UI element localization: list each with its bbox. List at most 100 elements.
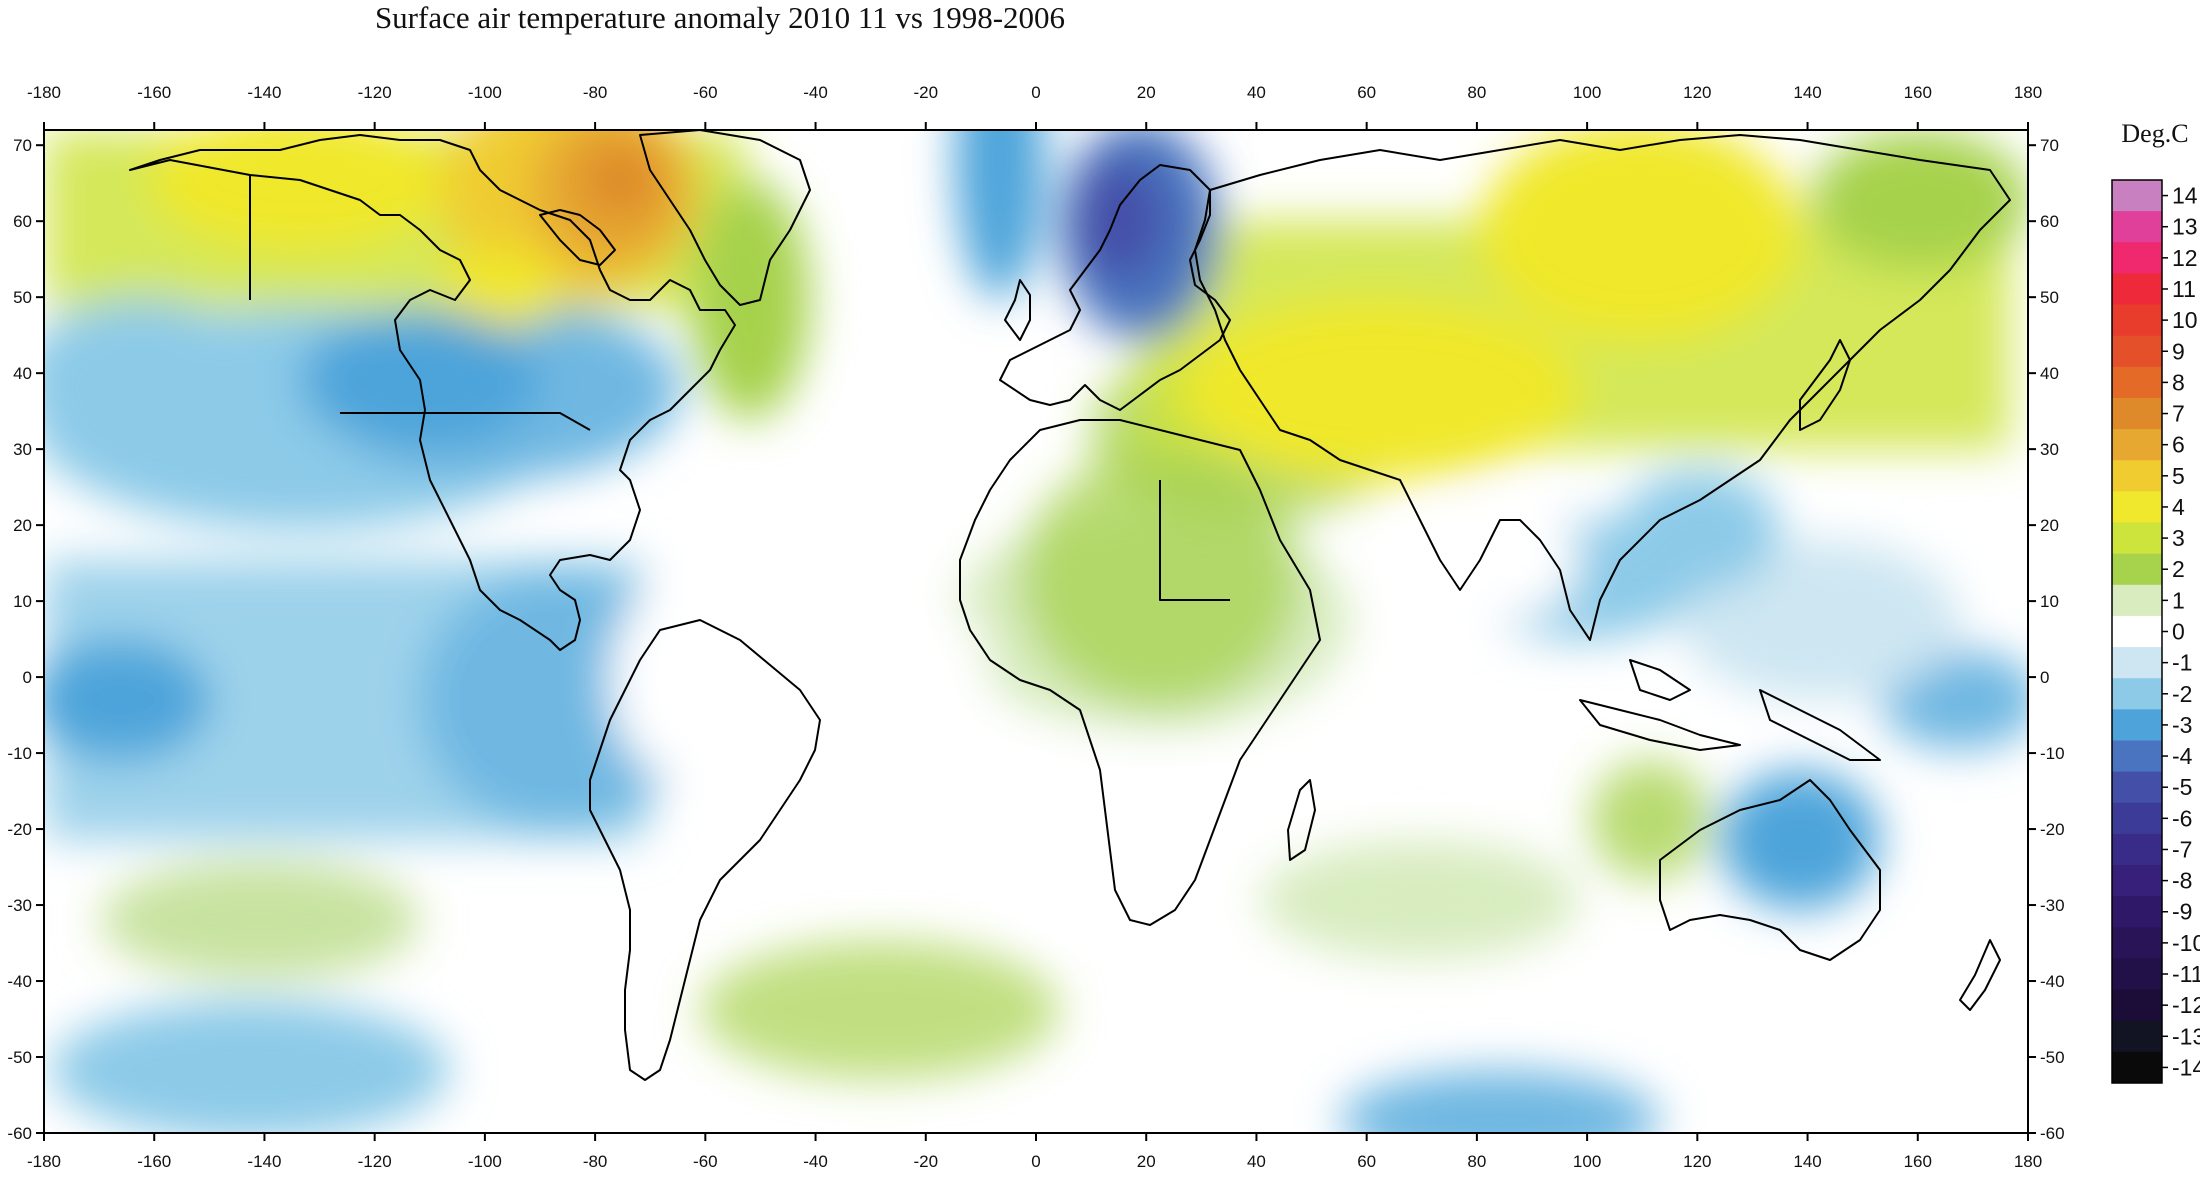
lat-tick-label-right: 70	[2040, 136, 2059, 155]
colorbar-label: 11	[2172, 276, 2196, 302]
lon-tick-label-top: -20	[913, 83, 938, 102]
coastlines	[129, 130, 2011, 1081]
colorbar-label: -8	[2172, 868, 2192, 894]
lat-tick-label-right: -60	[2040, 1124, 2065, 1143]
lon-tick-label-bottom: 100	[1573, 1152, 1601, 1171]
lon-tick-label-bottom: 0	[1031, 1152, 1040, 1171]
colorbar-label: -5	[2172, 774, 2192, 800]
lon-tick-label-top: 0	[1031, 83, 1040, 102]
lat-tick-label-left: -10	[7, 744, 32, 763]
lon-tick-label-top: -100	[468, 83, 502, 102]
colorbar-label: 2	[2172, 556, 2185, 582]
africa-outline	[959, 419, 1321, 926]
europe-outline	[999, 164, 1231, 411]
colorbar-label: -3	[2172, 712, 2192, 738]
colorbar-label: 6	[2172, 432, 2185, 458]
lat-tick-label-right: -10	[2040, 744, 2065, 763]
lon-tick-label-top: -80	[583, 83, 608, 102]
colorbar-swatch	[2112, 180, 2162, 212]
colorbar-swatch	[2112, 740, 2162, 773]
lat-tick-label-left: 70	[13, 136, 32, 155]
colorbar-swatch	[2112, 397, 2162, 430]
colorbar-swatch	[2112, 865, 2162, 897]
lon-tick-label-bottom: 140	[1793, 1152, 1821, 1171]
colorbar-swatch	[2112, 584, 2162, 617]
colorbar-label: 4	[2172, 494, 2185, 520]
lat-tick-label-left: 30	[13, 440, 32, 459]
colorbar-swatch	[2112, 429, 2162, 461]
colorbar-swatch	[2112, 304, 2162, 337]
lon-tick-label-bottom: 80	[1467, 1152, 1486, 1171]
lon-tick-label-top: -120	[358, 83, 392, 102]
colorbar-label: 9	[2172, 338, 2185, 364]
colorbar-label: -14	[2172, 1054, 2200, 1080]
indonesia-outline	[1579, 659, 1881, 761]
colorbar-swatch	[2112, 927, 2162, 959]
lon-tick-label-top: 160	[1904, 83, 1932, 102]
lon-tick-label-bottom: -120	[358, 1152, 392, 1171]
colorbar-label: -12	[2172, 992, 2200, 1018]
greenland-outline	[639, 130, 811, 306]
lon-tick-label-bottom: -140	[247, 1152, 281, 1171]
lon-tick-label-top: 20	[1137, 83, 1156, 102]
us-canada-border	[340, 412, 591, 431]
japan-outline	[1799, 339, 1851, 431]
colorbar-swatch	[2112, 833, 2162, 866]
colorbar-label: 12	[2172, 245, 2198, 271]
hudson-bay-outline	[539, 209, 616, 266]
colorbar-swatch	[2112, 273, 2162, 306]
lon-tick-label-bottom: -40	[803, 1152, 828, 1171]
lat-tick-label-right: -30	[2040, 896, 2065, 915]
colorbar-label: -9	[2172, 899, 2192, 925]
lon-tick-label-top: -180	[27, 83, 61, 102]
colorbar-swatch	[2112, 647, 2162, 679]
latitude-ticks-right: 70 60 50 40 30 20 10 0 -10 -20 -30 -40 -50 -60	[2028, 136, 2065, 1143]
lon-tick-label-top: 40	[1247, 83, 1266, 102]
lon-tick-label-top: 180	[2014, 83, 2042, 102]
colorbar-label: 14	[2172, 183, 2198, 209]
lon-tick-label-bottom: -100	[468, 1152, 502, 1171]
colorbar-swatch	[2112, 242, 2162, 274]
longitude-ticks-bottom: -180 -160 -140 -120 -100 -80 -60 -40 -20 0 20 40 60 8…	[27, 1133, 2042, 1171]
colorbar-swatch	[2112, 1020, 2162, 1053]
colorbar-swatch	[2112, 709, 2162, 741]
lat-tick-label-right: -50	[2040, 1048, 2065, 1067]
british-isles-outline	[1004, 279, 1031, 341]
colorbar-swatch	[2112, 491, 2162, 524]
colorbar-label: -6	[2172, 805, 2192, 831]
colorbar-swatch	[2112, 211, 2162, 243]
colorbar-swatch	[2112, 1051, 2162, 1084]
lat-tick-label-left: -30	[7, 896, 32, 915]
colorbar-label: -13	[2172, 1023, 2200, 1049]
north-america-outline	[129, 134, 736, 651]
lon-tick-label-bottom: -60	[693, 1152, 718, 1171]
figure-title: Surface air temperature anomaly 2010 11 …	[374, 0, 1066, 35]
lon-tick-label-top: 100	[1573, 83, 1601, 102]
colorbar-swatch	[2112, 366, 2162, 399]
lat-tick-label-left: -60	[7, 1124, 32, 1143]
lon-tick-label-top: -60	[693, 83, 718, 102]
colorbar-label: -2	[2172, 681, 2192, 707]
lon-tick-label-bottom: -80	[583, 1152, 608, 1171]
colorbar-swatch	[2112, 522, 2162, 555]
lat-tick-label-left: -20	[7, 820, 32, 839]
south-america-outline	[589, 619, 821, 1081]
lat-tick-label-left: 50	[13, 288, 32, 307]
colorbar-label: 0	[2172, 619, 2185, 645]
new-zealand-outline	[1959, 939, 2001, 1011]
lon-tick-label-top: 120	[1683, 83, 1711, 102]
lat-tick-label-right: 20	[2040, 516, 2059, 535]
lon-tick-label-top: -40	[803, 83, 828, 102]
colorbar-label: 7	[2172, 401, 2185, 427]
lat-tick-label-left: 10	[13, 592, 32, 611]
lon-tick-label-top: 60	[1357, 83, 1376, 102]
lat-tick-label-right: 30	[2040, 440, 2059, 459]
colorbar: 14131211109876543210-1-2-3-4-5-6-7-8-9-1…	[2111, 179, 2200, 1084]
lon-tick-label-top: -160	[137, 83, 171, 102]
lon-tick-label-top: 140	[1793, 83, 1821, 102]
colorbar-swatch	[2112, 460, 2162, 492]
colorbar-label: -11	[2172, 961, 2200, 987]
egypt-border	[1159, 480, 1230, 601]
